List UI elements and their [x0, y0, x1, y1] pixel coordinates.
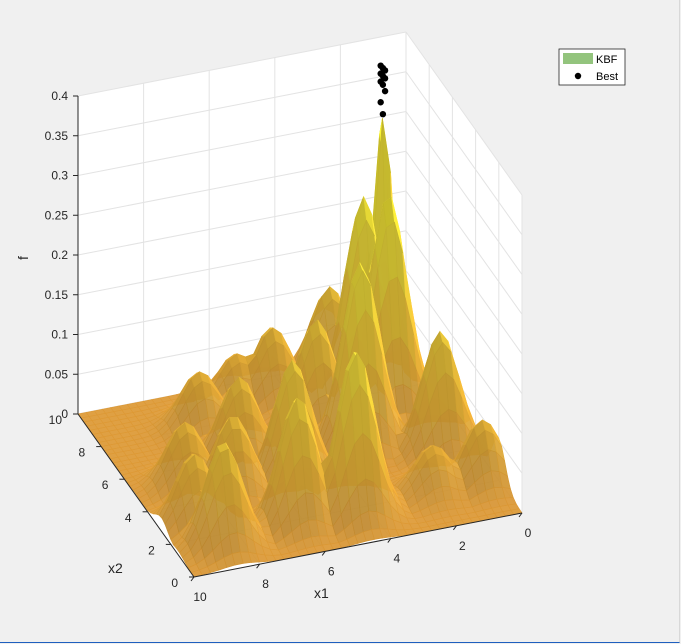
x1-tick-mark [190, 576, 195, 582]
legend-best-marker [574, 72, 582, 80]
x2-tick-label: 0 [171, 576, 178, 590]
grid-line [77, 150, 407, 216]
x1-tick-mark [387, 538, 392, 543]
x2-tick-label: 2 [148, 543, 155, 557]
x1-axis-label: x1 [314, 585, 329, 601]
f-tick-label: 0.05 [45, 367, 69, 381]
x2-tick-label: 8 [79, 446, 86, 460]
legend[interactable]: KBF Best [558, 48, 626, 86]
best-point [379, 110, 387, 118]
x1-tick-mark [518, 512, 523, 518]
x1-tick-label: 8 [262, 577, 269, 591]
legend-best-label: Best [596, 71, 618, 83]
f-tick-label: 0.25 [45, 208, 69, 222]
best-point [381, 75, 389, 82]
f-tick-label: 0.3 [51, 169, 68, 183]
grid-line [405, 190, 523, 355]
grid-line [405, 31, 523, 196]
best-points [377, 62, 389, 118]
f-tick-label: 0.2 [51, 248, 68, 262]
grid-line [405, 309, 523, 474]
grid-line [405, 150, 523, 315]
grid-line [405, 270, 523, 434]
kbf-surface [77, 118, 523, 578]
x2-tick-label: 10 [49, 413, 63, 427]
legend-kbf-swatch [563, 53, 593, 64]
x2-tick-label: 4 [125, 511, 132, 525]
x1-tick-label: 2 [459, 539, 466, 553]
x2-tick-label: 6 [102, 478, 109, 492]
x1-tick-label: 0 [525, 526, 532, 540]
x1-tick-mark [256, 563, 261, 569]
x1-tick-mark [452, 525, 457, 531]
f-tick-label: 0.4 [51, 89, 68, 103]
axis-line [77, 413, 195, 578]
x1-tick-label: 6 [328, 564, 335, 578]
grid-line [405, 71, 523, 236]
grid-line [405, 230, 523, 395]
axis-line [193, 512, 523, 578]
grid-line [77, 71, 407, 137]
best-point [379, 81, 387, 88]
f-tick-label: 0.15 [45, 288, 69, 302]
x1-tick-label: 4 [393, 552, 400, 566]
f-tick-label: 0 [61, 407, 68, 421]
x1-tick-mark [321, 551, 326, 556]
grid-line [77, 111, 407, 176]
f-tick-label: 0.35 [45, 129, 69, 143]
best-point [377, 99, 384, 106]
best-point [381, 87, 389, 95]
f-tick-label: 0.1 [51, 328, 68, 342]
f-axis-label: f [15, 256, 31, 260]
x1-tick-label: 10 [193, 590, 207, 604]
legend-kbf-label: KBF [596, 54, 618, 66]
grid-line [405, 111, 523, 275]
x2-axis-label: x2 [108, 560, 123, 576]
best-point [381, 67, 389, 74]
grid-line [77, 31, 407, 97]
grid-line [77, 190, 407, 256]
